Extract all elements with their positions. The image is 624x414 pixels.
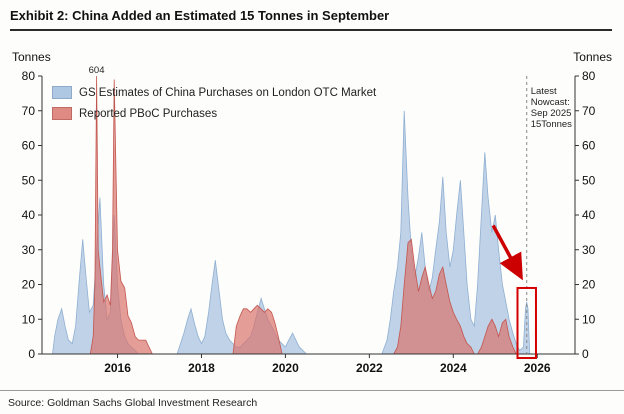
nowcast-label-line: Sep 2025 (531, 108, 572, 119)
x-tick-label: 2018 (188, 361, 215, 375)
highlight-box (516, 286, 537, 360)
y-tick-label-left: 60 (22, 139, 36, 153)
y-tick-label-right: 40 (582, 208, 596, 222)
y-tick-label-right: 80 (582, 69, 596, 83)
y-tick-label-right: 60 (582, 139, 596, 153)
y-tick-label-left: 80 (22, 69, 36, 83)
chart-title: Exhibit 2: China Added an Estimated 15 T… (10, 8, 612, 31)
x-tick-label: 2016 (104, 361, 131, 375)
source-note: Source: Goldman Sachs Global Investment … (0, 390, 624, 409)
y-tick-label-left: 50 (22, 173, 36, 187)
legend-swatch-gs (52, 86, 72, 99)
nowcast-label-line: Nowcast: (531, 97, 570, 108)
y-axis-label-left: Tonnes (12, 50, 51, 64)
legend-label-gs: GS Estimates of China Purchases on Londo… (79, 86, 377, 99)
nowcast-label-line: 15Tonnes (531, 119, 572, 130)
legend-label-pboc: Reported PBoC Purchases (79, 107, 218, 120)
y-tick-label-left: 40 (22, 208, 36, 222)
x-tick-label: 2026 (524, 361, 551, 375)
y-tick-label-right: 70 (582, 104, 596, 118)
y-tick-label-left: 10 (22, 312, 36, 326)
y-tick-label-right: 20 (582, 278, 596, 292)
y-axis-label-right: Tonnes (573, 50, 612, 64)
y-tick-label-left: 70 (22, 104, 36, 118)
legend: GS Estimates of China Purchases on Londo… (52, 86, 376, 128)
y-tick-label-left: 0 (28, 347, 35, 361)
y-tick-label-left: 20 (22, 278, 36, 292)
spike-value-label: 604 (89, 65, 105, 76)
y-tick-label-right: 0 (582, 347, 589, 361)
arrow-icon (491, 224, 523, 281)
x-tick-label: 2022 (356, 361, 383, 375)
legend-item-pboc: Reported PBoC Purchases (52, 107, 376, 120)
y-tick-label-left: 30 (22, 243, 36, 257)
x-tick-label: 2024 (440, 361, 467, 375)
nowcast-label-line: Latest (531, 86, 557, 97)
legend-item-gs: GS Estimates of China Purchases on Londo… (52, 86, 376, 99)
y-tick-label-right: 10 (582, 312, 596, 326)
x-tick-label: 2020 (272, 361, 299, 375)
legend-swatch-pboc (52, 107, 72, 120)
y-tick-label-right: 50 (582, 173, 596, 187)
y-tick-label-right: 30 (582, 243, 596, 257)
